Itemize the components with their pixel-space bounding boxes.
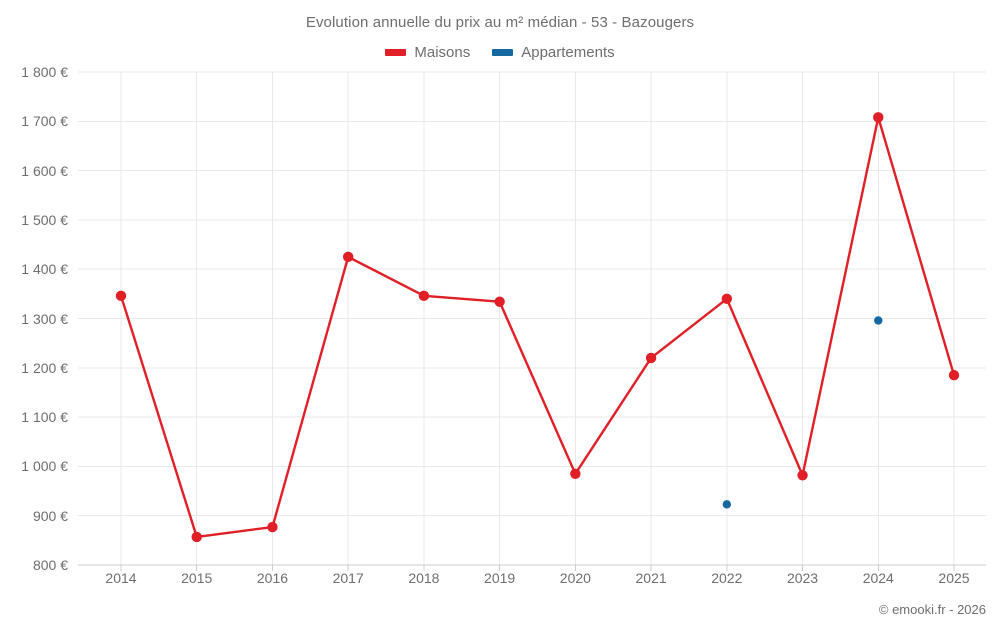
y-axis-tick-label: 1 100 € (21, 409, 68, 426)
y-axis-tick-label: 1 500 € (21, 211, 68, 228)
y-axis-tick-label: 1 600 € (21, 162, 68, 179)
plot-area (78, 71, 986, 571)
x-axis-tick-label: 2021 (635, 570, 667, 586)
y-axis-tick-label: 1 200 € (21, 359, 68, 376)
data-point-maisons-2016[interactable] (267, 521, 278, 533)
x-axis-tick-label: 2014 (105, 570, 137, 586)
chart-title: Evolution annuelle du prix au m² médian … (305, 14, 695, 31)
x-axis-tick-label: 2025 (938, 570, 970, 586)
y-axis-tick-label: 1 800 € (21, 64, 68, 80)
series-line-maisons (119, 116, 956, 539)
data-point-maisons-2017[interactable] (342, 251, 354, 263)
y-axis-tick-label: 1 400 € (21, 261, 68, 278)
x-axis-tick-label: 2015 (181, 570, 213, 586)
data-point-maisons-2018[interactable] (418, 290, 430, 302)
data-point-maisons-2021[interactable] (645, 352, 657, 364)
data-point-maisons-2015[interactable] (191, 531, 202, 543)
axis-lines (78, 564, 986, 571)
data-point-maisons-2023[interactable] (797, 470, 808, 481)
x-axis-tick-label: 2023 (786, 570, 819, 586)
data-point-maisons-2024[interactable] (873, 112, 884, 123)
legend-label-appartements: Appartements (521, 44, 615, 61)
data-point-maisons-2019[interactable] (494, 296, 505, 307)
x-axis-tick-label: 2022 (711, 570, 743, 586)
legend-item-maisons[interactable]: Maisons (385, 44, 470, 61)
chart-credit: © emooki.fr - 2026 (878, 602, 986, 617)
data-series-layer (115, 112, 960, 543)
legend-swatch-appartements (492, 49, 514, 56)
data-point-maisons-2014[interactable] (115, 290, 127, 302)
legend-item-appartements[interactable]: Appartements (492, 44, 615, 61)
x-axis-tick-label: 2016 (256, 570, 289, 586)
x-axis-tick-label: 2024 (862, 570, 894, 586)
data-point-maisons-2025[interactable] (948, 369, 960, 381)
y-axis-tick-label: 900 € (32, 507, 68, 524)
chart-legend: Maisons Appartements (0, 44, 1000, 61)
grid-lines (78, 71, 986, 566)
legend-label-maisons: Maisons (414, 44, 471, 61)
y-axis-tick-label: 1 000 € (21, 458, 68, 475)
x-axis-tick-label: 2019 (484, 570, 516, 586)
y-axis-tick-label: 1 300 € (21, 310, 68, 327)
plot-svg (78, 71, 986, 571)
data-point-maisons-2022[interactable] (721, 293, 733, 304)
x-axis-tick-label: 2020 (559, 570, 591, 586)
y-axis-tick-label: 800 € (32, 557, 68, 573)
data-point-maisons-2020[interactable] (570, 468, 581, 479)
x-axis-tick-label: 2017 (332, 570, 364, 586)
x-axis-tick-label: 2018 (408, 570, 440, 586)
legend-swatch-maisons (385, 49, 407, 56)
y-axis-tick-label: 1 700 € (21, 113, 68, 130)
data-point-appartements-2024[interactable] (874, 316, 883, 325)
data-point-appartements-2022[interactable] (722, 500, 732, 509)
